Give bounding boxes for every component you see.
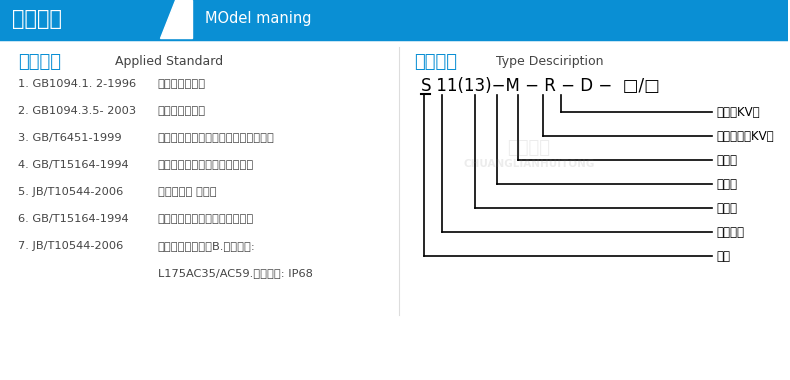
Text: 6. GB/T15164-1994: 6. GB/T15164-1994 bbox=[18, 214, 129, 224]
Text: 5. JB/T10544-2006: 5. JB/T10544-2006 bbox=[18, 187, 123, 197]
Text: 4. GB/T15164-1994: 4. GB/T15164-1994 bbox=[18, 160, 129, 170]
Text: CHUANGLIANHUITONG: CHUANGLIANHUITONG bbox=[463, 159, 594, 169]
Text: 创联汇通: 创联汇通 bbox=[507, 139, 551, 157]
Text: MOdel maning: MOdel maning bbox=[205, 11, 311, 27]
Text: 地埋式: 地埋式 bbox=[717, 154, 737, 166]
Polygon shape bbox=[160, 0, 191, 38]
Text: 1. GB1094.1. 2-1996: 1. GB1094.1. 2-1996 bbox=[18, 79, 136, 89]
FancyBboxPatch shape bbox=[0, 0, 788, 38]
Text: 额定容量（KV）: 额定容量（KV） bbox=[717, 130, 774, 142]
Text: 《油浸式电力变压器负载导则》: 《油浸式电力变压器负载导则》 bbox=[158, 160, 254, 170]
Text: Applied Standard: Applied Standard bbox=[115, 55, 223, 68]
Text: S: S bbox=[421, 77, 431, 95]
Text: 11(13)−M − R − D −  □/□: 11(13)−M − R − D − □/□ bbox=[431, 77, 660, 95]
Text: 电压（KV）: 电压（KV） bbox=[717, 106, 760, 119]
Text: 《三相油浸式变压器技术参数和要求》: 《三相油浸式变压器技术参数和要求》 bbox=[158, 133, 274, 143]
Text: 7. JB/T10544-2006: 7. JB/T10544-2006 bbox=[18, 241, 123, 251]
Text: 产品标准: 产品标准 bbox=[18, 53, 61, 71]
Text: L175AC35/AC59.防护等级: IP68: L175AC35/AC59.防护等级: IP68 bbox=[158, 268, 313, 278]
Text: 全密封: 全密封 bbox=[717, 201, 737, 214]
Text: 型号含义: 型号含义 bbox=[12, 9, 62, 29]
Text: 《油浸式电力变压器负载导则》: 《油浸式电力变压器负载导则》 bbox=[158, 214, 254, 224]
Text: 型号说明: 型号说明 bbox=[414, 53, 457, 71]
Text: 2. GB1094.3.5- 2003: 2. GB1094.3.5- 2003 bbox=[18, 106, 136, 116]
Text: 3. GB/T6451-1999: 3. GB/T6451-1999 bbox=[18, 133, 122, 143]
Text: 设计序号: 设计序号 bbox=[717, 225, 744, 239]
Text: Type Desciription: Type Desciription bbox=[496, 55, 604, 68]
Text: 《电力变压器》: 《电力变压器》 bbox=[158, 106, 205, 116]
Text: 《电力变压器》: 《电力变压器》 bbox=[158, 79, 205, 89]
Text: 《地下式变 压器》: 《地下式变 压器》 bbox=[158, 187, 216, 197]
Text: 《地下式变压器》B.绝缘水平:: 《地下式变压器》B.绝缘水平: bbox=[158, 241, 255, 251]
Text: 熔断型: 熔断型 bbox=[717, 177, 737, 190]
Text: 三相: 三相 bbox=[717, 250, 730, 263]
